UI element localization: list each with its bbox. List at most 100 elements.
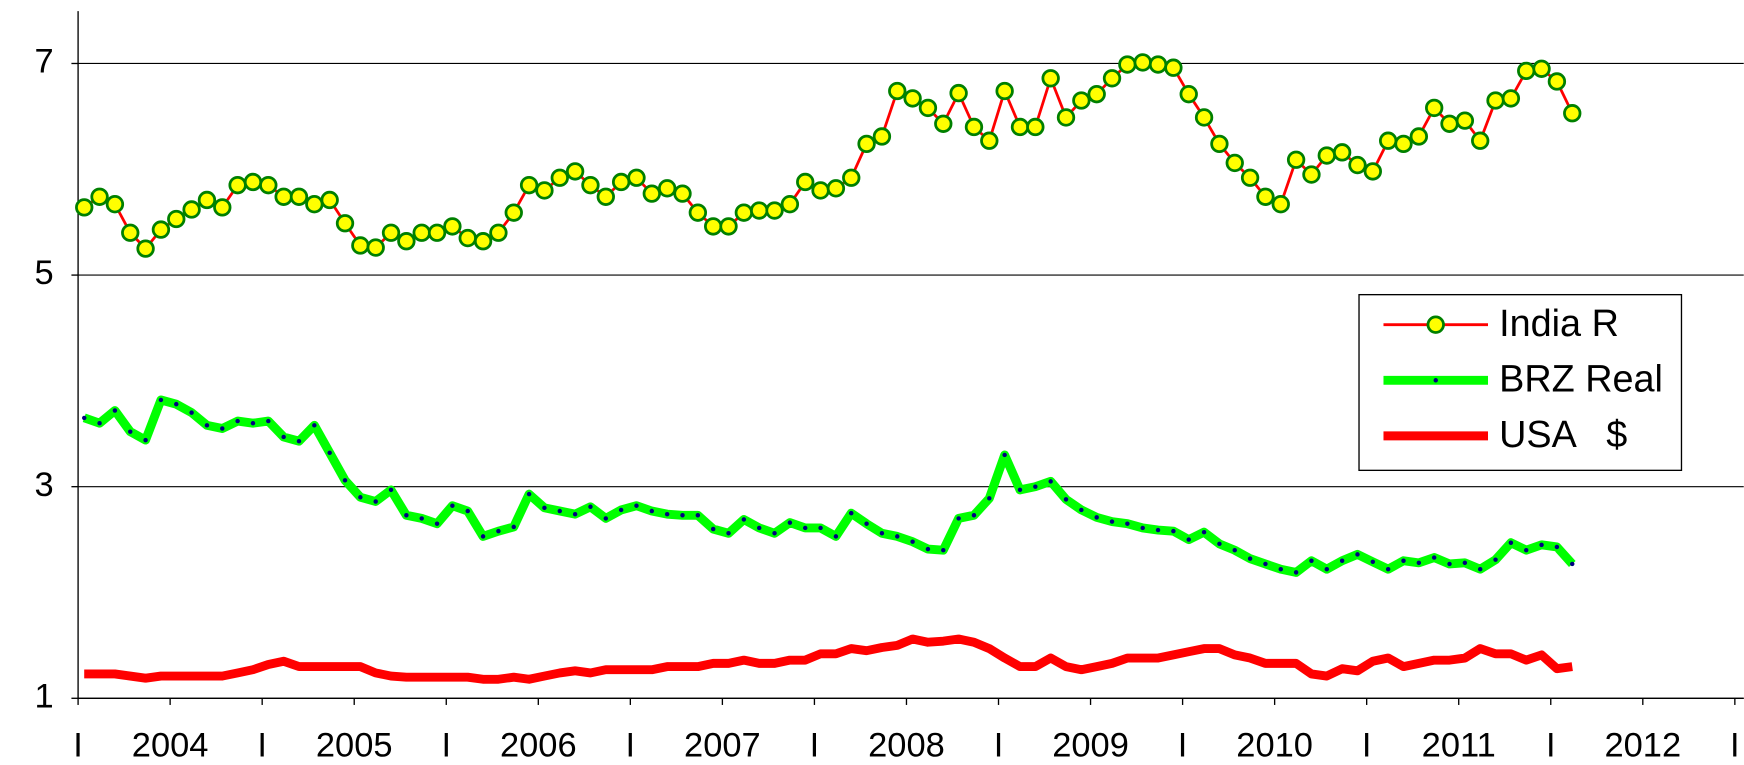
point-marker — [818, 525, 823, 531]
point-marker — [657, 179, 677, 198]
x-tick-label: 2012 — [1604, 726, 1681, 764]
point-marker — [443, 217, 462, 236]
legend-label: USA $ — [1499, 414, 1627, 456]
point-marker — [1539, 542, 1544, 548]
point-marker — [526, 491, 532, 497]
point-marker — [327, 450, 332, 456]
point-marker — [1508, 540, 1514, 545]
point-marker — [1002, 452, 1007, 458]
legend-marker — [1433, 378, 1438, 383]
point-marker — [1455, 111, 1475, 130]
point-marker — [557, 508, 563, 514]
point-marker — [756, 525, 762, 531]
point-marker — [1563, 104, 1582, 123]
point-marker — [1072, 91, 1091, 110]
point-marker — [741, 517, 747, 522]
point-marker — [112, 408, 118, 413]
point-marker — [1118, 55, 1137, 74]
point-marker — [1102, 69, 1122, 88]
point-marker — [1309, 558, 1314, 563]
series-line — [84, 634, 1573, 684]
x-tick-label: I — [1546, 726, 1556, 764]
point-marker — [1401, 558, 1406, 563]
point-marker — [673, 184, 692, 203]
point-marker — [925, 546, 931, 552]
point-marker — [1048, 479, 1053, 484]
point-marker — [704, 217, 723, 236]
point-marker — [419, 516, 424, 521]
point-marker — [250, 420, 256, 426]
x-tick-label: I — [1178, 726, 1188, 764]
point-marker — [1194, 108, 1214, 127]
point-marker — [1263, 561, 1268, 567]
y-tick-label: 7 — [34, 43, 53, 81]
point-marker — [1370, 559, 1376, 565]
point-marker — [603, 516, 609, 521]
point-marker — [305, 195, 324, 214]
point-marker — [1041, 69, 1060, 88]
point-marker — [220, 426, 225, 431]
point-marker — [235, 418, 240, 424]
point-marker — [1010, 117, 1030, 137]
x-tick-label: 2004 — [132, 726, 209, 764]
point-marker — [918, 98, 938, 118]
point-marker — [542, 505, 547, 511]
point-marker — [903, 89, 922, 108]
x-tick-label: 2010 — [1236, 726, 1313, 764]
point-marker — [1348, 155, 1367, 175]
point-marker — [1378, 131, 1398, 150]
point-marker — [1286, 150, 1306, 169]
point-marker — [1109, 519, 1115, 524]
x-tick-label: 2011 — [1422, 726, 1496, 764]
point-marker — [565, 162, 585, 181]
point-marker — [1332, 143, 1352, 162]
point-marker — [1462, 560, 1468, 566]
point-marker — [765, 201, 784, 220]
point-marker — [136, 239, 155, 258]
point-marker — [1409, 127, 1429, 146]
point-marker — [412, 223, 431, 242]
point-marker — [1087, 84, 1106, 104]
point-marker — [1278, 566, 1283, 572]
x-tick-label: I — [1362, 726, 1372, 764]
point-marker — [82, 415, 87, 421]
point-marker — [895, 534, 900, 539]
x-tick-label: 2006 — [500, 726, 577, 764]
point-marker — [1225, 153, 1244, 173]
point-marker — [1293, 570, 1299, 575]
point-marker — [1486, 91, 1505, 110]
point-marker — [811, 181, 830, 200]
point-marker — [366, 238, 385, 257]
x-tick-label: I — [626, 726, 636, 764]
point-marker — [1385, 566, 1391, 572]
point-marker — [1302, 165, 1321, 184]
point-marker — [1247, 556, 1253, 561]
point-marker — [980, 131, 999, 150]
point-marker — [987, 496, 992, 501]
point-marker — [97, 420, 102, 426]
x-tick-label: I — [994, 726, 1004, 764]
point-marker — [1201, 529, 1207, 535]
point-marker — [504, 203, 523, 222]
point-marker — [1026, 117, 1045, 137]
x-tick-label: I — [73, 726, 83, 764]
point-marker — [971, 513, 977, 518]
y-tick-label: 1 — [34, 677, 53, 715]
point-marker — [105, 195, 125, 214]
y-tick-label: 5 — [34, 254, 53, 292]
point-marker — [664, 511, 670, 517]
point-marker — [358, 495, 363, 500]
x-tick-label: 2005 — [316, 726, 393, 764]
point-marker — [796, 172, 815, 192]
point-marker — [281, 434, 286, 440]
point-marker — [1425, 98, 1444, 118]
point-marker — [581, 175, 600, 195]
point-marker — [695, 513, 701, 518]
point-marker — [450, 503, 455, 508]
x-tick-label: 2009 — [1052, 726, 1129, 764]
point-marker — [1271, 195, 1290, 214]
point-marker — [1186, 537, 1191, 542]
point-marker — [1155, 527, 1161, 533]
point-marker — [1547, 72, 1567, 91]
